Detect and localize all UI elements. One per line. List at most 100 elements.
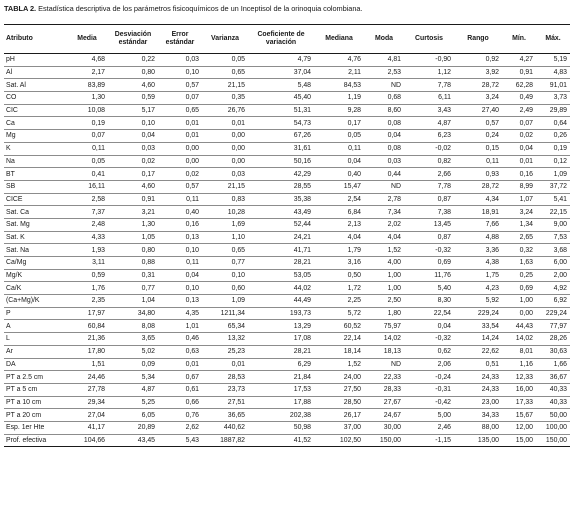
table-cell: 15,47 xyxy=(314,180,364,194)
table-cell: 2,50 xyxy=(364,294,404,308)
table-row: pH 4,68 0,22 0,03 0,05 4,79 4,76 4,81 -0,90 0,92 4… xyxy=(4,53,570,67)
table-cell: 150,00 xyxy=(536,434,570,448)
table-cell: 0,76 xyxy=(158,408,202,422)
header-coeficiente: Coeficiente de variación xyxy=(248,24,314,54)
table-row: Ca 0,19 0,10 0,01 0,01 54,73 0,17 0,08 4,87 0,57 0… xyxy=(4,116,570,131)
table-cell: 0,31 xyxy=(108,269,158,283)
table-cell: 0,77 xyxy=(202,256,248,270)
row-attribute: K xyxy=(4,142,66,156)
table-cell: 0,07 xyxy=(66,129,108,143)
row-attribute: A xyxy=(4,319,66,334)
row-attribute: Ca/K xyxy=(4,281,66,296)
table-cell: 0,00 xyxy=(202,155,248,169)
table-cell: 28,21 xyxy=(248,345,314,359)
table-cell: 8,01 xyxy=(502,345,536,359)
row-attribute: Ca/Mg xyxy=(4,256,66,270)
table-cell: 45,40 xyxy=(248,91,314,105)
table-cell: 0,19 xyxy=(66,116,108,131)
table-cell: 44,49 xyxy=(248,294,314,308)
header-varianza: Varianza xyxy=(202,24,248,54)
table-cell: 40,33 xyxy=(536,396,570,410)
table-cell: 24,33 xyxy=(454,383,502,397)
row-attribute: PT a 2.5 cm xyxy=(4,370,66,384)
header-rango: Rango xyxy=(454,24,502,54)
table-cell: 0,65 xyxy=(158,104,202,118)
table-cell: 2,11 xyxy=(314,66,364,80)
table-cell: 1,00 xyxy=(364,269,404,283)
table-cell: 0,82 xyxy=(404,155,454,169)
table-cell: 0,91 xyxy=(108,193,158,207)
table-cell: 0,65 xyxy=(202,243,248,257)
row-attribute: Prof. efectiva xyxy=(4,434,66,448)
table-cell: 0,10 xyxy=(158,281,202,296)
table-cell: 1,12 xyxy=(404,66,454,80)
table-cell: 229,24 xyxy=(536,307,570,321)
table-row: Sat. K 4,33 1,05 0,13 1,10 24,21 4,04 4,04 0,87 4… xyxy=(4,231,570,245)
table-cell: -0,32 xyxy=(404,332,454,346)
table-cell: 2,46 xyxy=(404,421,454,435)
table-cell: 2,53 xyxy=(364,66,404,80)
table-row: Al 2,17 0,80 0,10 0,65 37,04 2,11 2,53 1,12 3,92 0… xyxy=(4,66,570,80)
row-attribute: Esp. 1er Hte xyxy=(4,421,66,435)
table-cell: 5,72 xyxy=(314,307,364,321)
table-cell: 0,11 xyxy=(314,142,364,156)
table-cell: -0,42 xyxy=(404,396,454,410)
table-cell: 7,37 xyxy=(66,205,108,219)
table-cell: 4,60 xyxy=(108,180,158,194)
table-cell: 3,24 xyxy=(454,91,502,105)
table-cell: 0,01 xyxy=(158,116,202,131)
table-cell: 0,66 xyxy=(158,396,202,410)
table-cell: 83,89 xyxy=(66,78,108,93)
table-cell: 26,76 xyxy=(202,104,248,118)
table-cell: 21,84 xyxy=(248,370,314,384)
row-attribute: Al xyxy=(4,66,66,80)
table-cell: 3,11 xyxy=(66,256,108,270)
table-cell: 24,00 xyxy=(314,370,364,384)
table-cell: 3,68 xyxy=(536,243,570,257)
table-cell: 28,50 xyxy=(314,396,364,410)
table-cell: 42,29 xyxy=(248,167,314,181)
table-cell: 4,87 xyxy=(108,383,158,397)
table-cell: 6,84 xyxy=(314,205,364,219)
table-cell: 2,66 xyxy=(404,167,454,181)
table-cell: 0,03 xyxy=(202,167,248,181)
table-cell: 0,19 xyxy=(536,142,570,156)
table-cell: 0,35 xyxy=(202,91,248,105)
table-cell: 4,76 xyxy=(314,53,364,67)
table-cell: 1,52 xyxy=(364,243,404,257)
row-attribute: CICE xyxy=(4,193,66,207)
table-cell: 34,80 xyxy=(108,307,158,321)
table-cell: 6,92 xyxy=(536,294,570,308)
table-cell: 0,00 xyxy=(158,142,202,156)
table-cell: 202,38 xyxy=(248,408,314,422)
table-cell: 24,33 xyxy=(454,370,502,384)
table-cell: 16,00 xyxy=(502,383,536,397)
row-attribute: pH xyxy=(4,53,66,67)
table-row: DA 1,51 0,09 0,01 0,01 6,29 1,52 ND 2,06 0,51 1,16… xyxy=(4,358,570,372)
table-cell: 2,48 xyxy=(66,218,108,232)
table-cell: 0,07 xyxy=(158,91,202,105)
table-cell: 1,00 xyxy=(364,281,404,296)
table-row: Ar 17,80 5,02 0,63 25,23 28,21 18,14 18,13 0,62 2… xyxy=(4,345,570,359)
row-attribute: L xyxy=(4,332,66,346)
table-row: CO 1,30 0,59 0,07 0,35 45,40 1,19 0,68 6,11 3,24 0… xyxy=(4,91,570,105)
table-cell: 60,84 xyxy=(66,319,108,334)
table-cell: 13,45 xyxy=(404,218,454,232)
table-cell: 54,73 xyxy=(248,116,314,131)
table-cell: 5,92 xyxy=(454,294,502,308)
table-cell: -0,90 xyxy=(404,53,454,67)
table-cell: 0,65 xyxy=(202,66,248,80)
table-cell: 229,24 xyxy=(454,307,502,321)
table-cell: 0,03 xyxy=(364,155,404,169)
table-cell: 4,04 xyxy=(314,231,364,245)
table-cell: 0,17 xyxy=(314,116,364,131)
table-cell: 0,26 xyxy=(536,129,570,143)
table-cell: 43,49 xyxy=(248,205,314,219)
table-cell: 67,26 xyxy=(248,129,314,143)
table-cell: 0,17 xyxy=(108,167,158,181)
table-cell: 0,77 xyxy=(108,281,158,296)
row-attribute: Ca xyxy=(4,116,66,131)
table-cell: ND xyxy=(364,180,404,194)
header-moda: Moda xyxy=(364,24,404,54)
table-cell: 14,02 xyxy=(364,332,404,346)
